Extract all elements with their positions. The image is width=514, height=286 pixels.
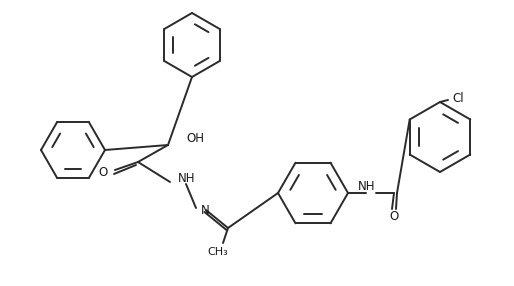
Text: O: O xyxy=(99,166,108,178)
Text: NH: NH xyxy=(178,172,195,186)
Text: Cl: Cl xyxy=(452,92,464,106)
Text: OH: OH xyxy=(186,132,204,144)
Text: CH₃: CH₃ xyxy=(208,247,228,257)
Text: N: N xyxy=(201,204,210,217)
Text: NH: NH xyxy=(358,180,376,192)
Text: O: O xyxy=(390,210,399,223)
